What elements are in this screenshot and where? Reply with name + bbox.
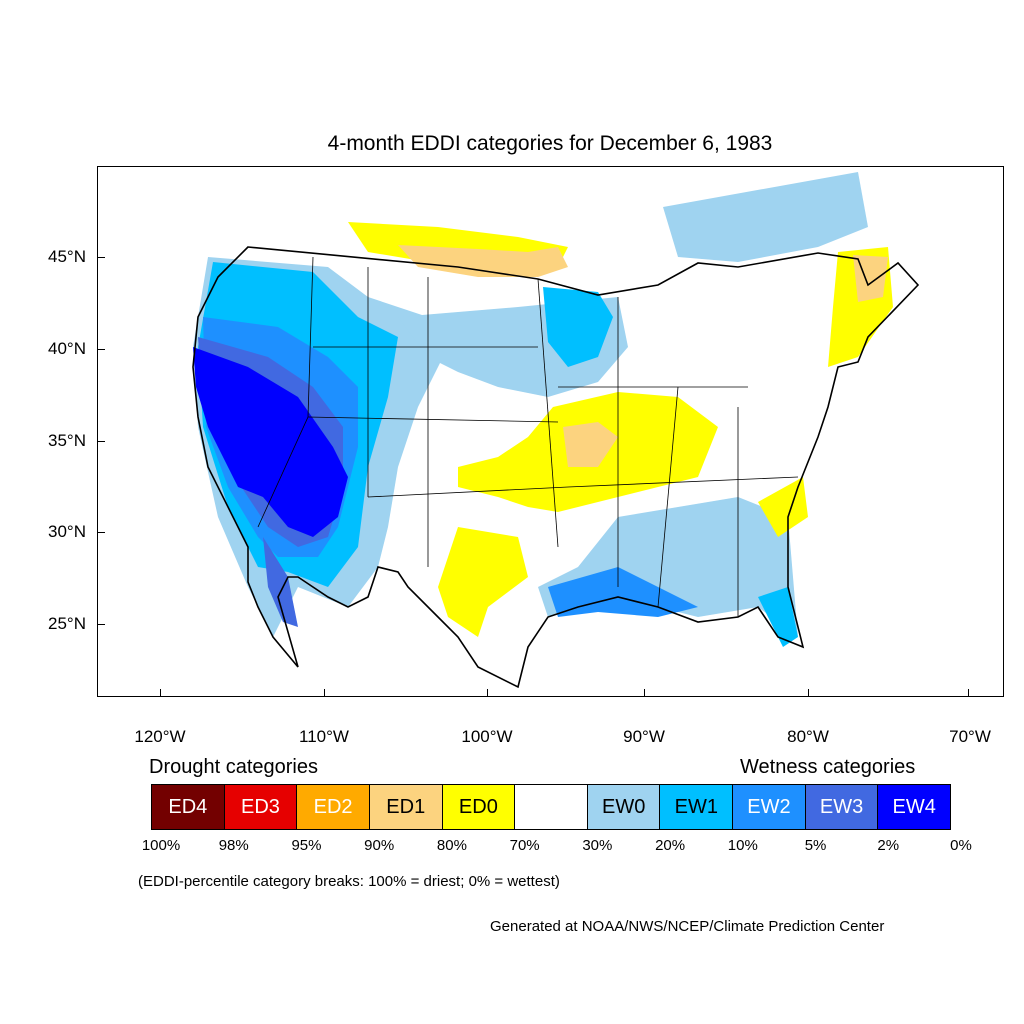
wet-region-ew4-baja (263, 537, 298, 627)
legend-break-label: 80% (436, 837, 467, 854)
lon-tick (644, 689, 646, 697)
drought-heading: Drought categories (149, 756, 318, 778)
legend-break-label: 0% (950, 837, 972, 854)
legend-box-ew1: EW1 (660, 785, 734, 829)
lon-tick (487, 689, 489, 697)
lat-label-30n: 30°N (48, 522, 86, 541)
lat-label-25n: 25°N (48, 614, 86, 633)
wetness-heading: Wetness categories (740, 756, 916, 778)
wet-region-ew4-west (193, 347, 348, 537)
legend-box-ed3: ED3 (224, 785, 298, 829)
legend-box-ed4: ED4 (152, 785, 225, 829)
lon-tick (968, 689, 970, 697)
lon-label-100w: 100°W (461, 727, 513, 746)
credit-text: Generated at NOAA/NWS/NCEP/Climate Predi… (490, 918, 885, 935)
lon-label-120w: 120°W (134, 727, 186, 746)
legend-box-ed0: ED0 (442, 785, 516, 829)
state-borders (257, 256, 799, 617)
lon-tick (808, 689, 810, 697)
lon-tick (160, 689, 162, 697)
legend-box-ew4: EW4 (878, 785, 951, 829)
legend-break-label: 95% (291, 837, 322, 854)
map-title: 4-month EDDI categories for December 6, … (327, 132, 773, 155)
us-outline (192, 246, 920, 689)
lat-tick (97, 257, 105, 259)
wet-region-ew0-southeast (538, 497, 798, 637)
lon-label-70w: 70°W (949, 727, 991, 746)
drought-region-ed1-midwest (563, 422, 618, 467)
lat-label-35n: 35°N (48, 431, 86, 450)
legend-box-ed2: ED2 (297, 785, 370, 829)
legend-box-none (515, 785, 588, 829)
lat-tick (97, 532, 105, 534)
legend-break-label: 90% (364, 837, 395, 854)
wet-region-ew1-florida (758, 587, 798, 647)
lat-label-45n: 45°N (48, 247, 86, 266)
lon-label-110w: 110°W (299, 727, 349, 746)
drought-region-ed1-north (398, 245, 568, 277)
legend-break-label: 70% (509, 837, 540, 854)
lat-tick (97, 441, 105, 443)
drought-region-ed0-texas (438, 527, 528, 637)
lon-tick (324, 689, 326, 697)
legend-box-ed1: ED1 (369, 785, 443, 829)
legend-break-label: 98% (218, 837, 249, 854)
legend-colorbar: ED4 ED3 ED2 ED1 ED0 EW0 EW1 EW2 EW3 EW4 (151, 784, 951, 830)
legend-box-ew0: EW0 (587, 785, 661, 829)
lat-label-40n: 40°N (48, 339, 86, 358)
lat-tick (97, 624, 105, 626)
legend-break-label: 100% (141, 837, 181, 854)
legend-box-ew2: EW2 (733, 785, 806, 829)
legend-break-label: 20% (655, 837, 686, 854)
drought-region-ed1-northeast (853, 255, 888, 302)
legend-box-ew3: EW3 (805, 785, 879, 829)
legend-break-label: 2% (877, 837, 900, 854)
wet-region-ew0-canada (663, 172, 868, 262)
map-panel (97, 166, 1004, 697)
lon-label-90w: 90°W (623, 727, 665, 746)
legend-break-label: 5% (804, 837, 827, 854)
wet-region-ew1-minnesota (543, 287, 613, 367)
conus-eddi-map (192, 172, 920, 689)
legend-break-label: 30% (582, 837, 613, 854)
lon-label-80w: 80°W (787, 727, 829, 746)
category-note: (EDDI-percentile category breaks: 100% =… (138, 873, 560, 890)
lat-tick (97, 349, 105, 351)
legend-break-label: 10% (727, 837, 758, 854)
